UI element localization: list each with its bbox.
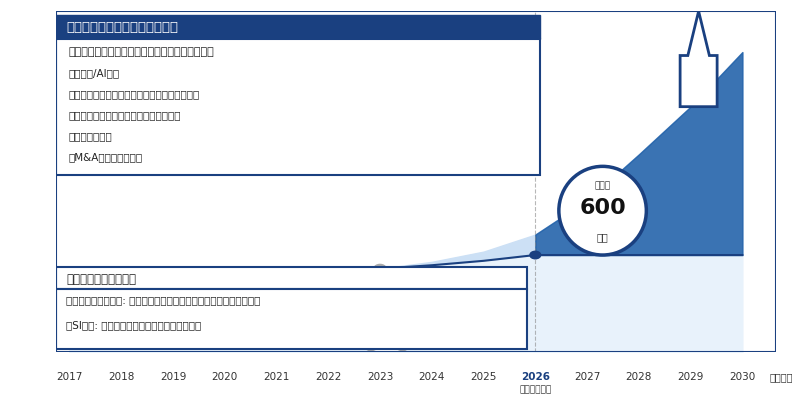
FancyBboxPatch shape [56,15,541,40]
Text: ・統合セキュリティサービスプラットフォーム: ・統合セキュリティサービスプラットフォーム [68,89,199,99]
Text: 中期経熶計画: 中期経熶計画 [519,385,551,394]
Text: （年度）: （年度） [770,371,793,381]
Text: 新たな価値創造への着実な推進: 新たな価値創造への着実な推進 [66,21,178,34]
Text: 2024: 2024 [418,371,445,381]
Text: 2025: 2025 [470,371,497,381]
Text: ・セキュリティ事業: サービスを軸とした市場成長を上回る売上成長: ・セキュリティ事業: サービスを軸とした市場成長を上回る売上成長 [66,294,261,305]
Ellipse shape [559,167,646,256]
Text: 2023: 2023 [367,371,394,381]
Text: 売上高: 売上高 [379,290,394,299]
Text: 既存事楽の連続的成長: 既存事楽の連続的成長 [66,272,136,285]
Polygon shape [680,12,717,107]
Text: 2018: 2018 [108,371,134,381]
Text: 2022: 2022 [315,371,342,381]
Text: （既存事楽の付加価値や生産性の非連続な成長）: （既存事楽の付加価値や生産性の非連続な成長） [68,47,214,57]
Ellipse shape [348,279,426,354]
FancyBboxPatch shape [56,40,541,175]
Text: 2021: 2021 [263,371,290,381]
Text: 2017: 2017 [56,371,82,381]
Text: 億円: 億円 [382,334,392,343]
Text: ・SI事業: スキルシフトによる持続的単価向上: ・SI事業: スキルシフトによる持続的単価向上 [66,319,202,329]
Text: ・自動化/AI活用: ・自動化/AI活用 [68,68,119,78]
Text: ・M&A、海外展開など: ・M&A、海外展開など [68,151,142,162]
Text: 2026: 2026 [521,371,550,381]
FancyBboxPatch shape [56,267,527,290]
Text: 2029: 2029 [678,371,704,381]
Text: ・金融犯罪対策: ・金融犯罪対策 [68,131,112,141]
Ellipse shape [530,252,541,259]
Text: 2027: 2027 [574,371,600,381]
Text: ・セキュリティツール、サービスの拡充: ・セキュリティツール、サービスの拡充 [68,110,181,120]
Text: 2030: 2030 [730,371,755,381]
Text: 2020: 2020 [212,371,238,381]
Text: 2028: 2028 [626,371,652,381]
Text: 600: 600 [579,198,626,218]
Text: 494: 494 [366,304,407,323]
Ellipse shape [374,265,386,273]
FancyBboxPatch shape [56,290,527,349]
Text: 売上高: 売上高 [594,181,610,190]
Text: 億円: 億円 [597,232,609,242]
Text: 2019: 2019 [160,371,186,381]
